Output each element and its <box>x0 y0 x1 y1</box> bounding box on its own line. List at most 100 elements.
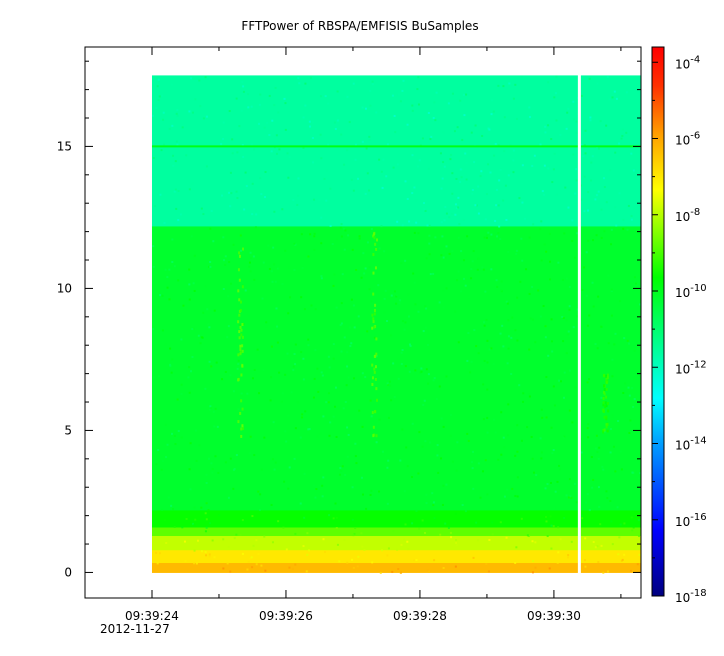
speckle <box>541 416 544 419</box>
speckle <box>540 451 543 454</box>
speckle <box>492 418 495 421</box>
speckle <box>312 484 315 487</box>
speckle <box>507 319 510 322</box>
speckle <box>162 111 165 114</box>
speckle <box>281 392 284 395</box>
speckle <box>500 289 503 292</box>
speckle <box>563 516 566 519</box>
speckle <box>445 287 448 290</box>
speckle <box>404 365 407 368</box>
speckle <box>567 107 570 110</box>
speckle <box>497 458 500 461</box>
burst-1 <box>374 354 377 358</box>
speckle <box>476 345 479 348</box>
x-tick-label: 09:39:26 <box>259 609 313 623</box>
speckle <box>242 90 245 93</box>
speckle <box>287 487 290 490</box>
speckle <box>239 234 242 237</box>
speckle <box>456 441 459 444</box>
speckle <box>621 128 624 131</box>
speckle <box>369 399 372 402</box>
speckle <box>617 420 620 423</box>
speckle <box>368 288 371 291</box>
speckle <box>549 278 552 281</box>
speckle <box>611 375 614 378</box>
speckle <box>441 235 444 238</box>
speckle <box>516 296 519 299</box>
speckle <box>623 553 626 556</box>
speckle <box>348 121 351 124</box>
colorbar-tick-label: 10-10 <box>675 283 707 300</box>
speckle <box>427 373 430 376</box>
speckle <box>404 259 407 262</box>
speckle <box>336 543 339 546</box>
spectrogram-image <box>151 75 641 574</box>
burst-2 <box>603 384 606 388</box>
speckle <box>386 554 389 557</box>
speckle <box>472 250 475 253</box>
speckle <box>322 370 325 373</box>
speckle <box>350 342 353 345</box>
speckle <box>467 439 470 442</box>
speckle <box>370 489 373 492</box>
speckle <box>339 467 342 470</box>
burst-0 <box>237 420 240 424</box>
speckle <box>241 552 244 555</box>
x-axis-date-label: 2012-11-27 <box>100 622 170 636</box>
speckle <box>192 327 195 330</box>
speckle <box>599 523 602 526</box>
speckle <box>574 256 577 259</box>
speckle <box>449 414 452 417</box>
speckle <box>168 127 171 130</box>
burst-2 <box>605 374 608 378</box>
speckle <box>253 148 256 151</box>
burst-0 <box>240 328 243 332</box>
speckle <box>369 104 372 107</box>
speckle <box>351 486 354 489</box>
speckle <box>451 92 454 95</box>
speckle <box>284 128 287 131</box>
speckle <box>320 371 323 374</box>
spectral-lines <box>151 74 641 574</box>
speckle <box>486 431 489 434</box>
speckle <box>393 114 396 117</box>
speckle <box>371 83 374 86</box>
speckle <box>250 143 253 146</box>
speckle <box>244 171 247 174</box>
speckle <box>340 235 343 238</box>
speckle <box>328 366 331 369</box>
speckle <box>217 471 220 474</box>
burst-2 <box>605 417 608 421</box>
speckle <box>571 219 574 222</box>
speckle <box>343 163 346 166</box>
speckle <box>555 193 558 196</box>
speckle <box>527 393 530 396</box>
burst-2 <box>602 374 605 378</box>
speckle <box>301 416 304 419</box>
speckle <box>639 472 641 475</box>
speckle <box>567 556 570 559</box>
speckle <box>188 110 191 113</box>
speckle <box>474 124 477 127</box>
speckle <box>249 435 252 438</box>
speckle <box>484 290 487 293</box>
speckle <box>229 171 232 174</box>
speckle <box>622 227 625 230</box>
speckle <box>619 450 622 453</box>
speckle <box>270 150 273 153</box>
speckle <box>491 521 494 524</box>
speckle <box>364 376 367 379</box>
speckle <box>408 220 411 223</box>
speckle <box>349 326 352 329</box>
speckle <box>555 75 558 78</box>
speckle <box>411 109 414 112</box>
speckle <box>166 443 169 446</box>
speckle <box>336 119 339 122</box>
speckle <box>350 298 353 301</box>
speckle <box>413 231 416 234</box>
speckle <box>169 363 172 366</box>
speckle <box>594 198 597 201</box>
speckle <box>629 419 632 422</box>
speckle <box>366 172 369 175</box>
speckle <box>594 343 597 346</box>
